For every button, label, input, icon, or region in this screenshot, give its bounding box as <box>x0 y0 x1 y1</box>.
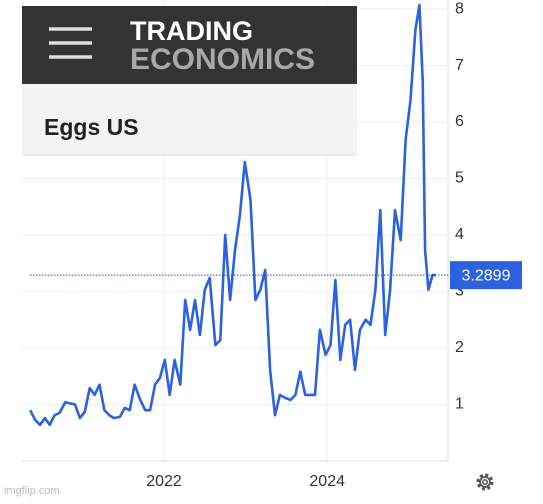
y-tick-label: 7 <box>455 57 464 74</box>
x-tick-label: 2024 <box>309 473 345 490</box>
y-tick-label: 5 <box>455 170 464 187</box>
y-tick-label: 3 <box>455 283 464 300</box>
logo-panel <box>22 6 357 84</box>
title-panel <box>22 84 357 155</box>
y-tick-label: 8 <box>455 0 464 17</box>
menu-icon[interactable] <box>49 27 92 59</box>
settings-icon[interactable] <box>476 473 494 491</box>
brand-line1: TRADING <box>130 16 253 46</box>
data-line <box>29 3 436 427</box>
brand-line2: ECONOMICS <box>130 43 315 76</box>
watermark: imgflip.com <box>4 485 60 497</box>
current-value-label: 3.2899 <box>462 267 511 284</box>
y-tick-label: 2 <box>455 339 464 356</box>
x-tick-label: 2022 <box>146 473 182 490</box>
current-value-box <box>450 261 522 290</box>
y-tick-label: 4 <box>455 226 464 243</box>
chart-title: Eggs US <box>44 114 139 140</box>
y-tick-label: 6 <box>455 113 464 130</box>
y-tick-label: 1 <box>455 396 464 413</box>
